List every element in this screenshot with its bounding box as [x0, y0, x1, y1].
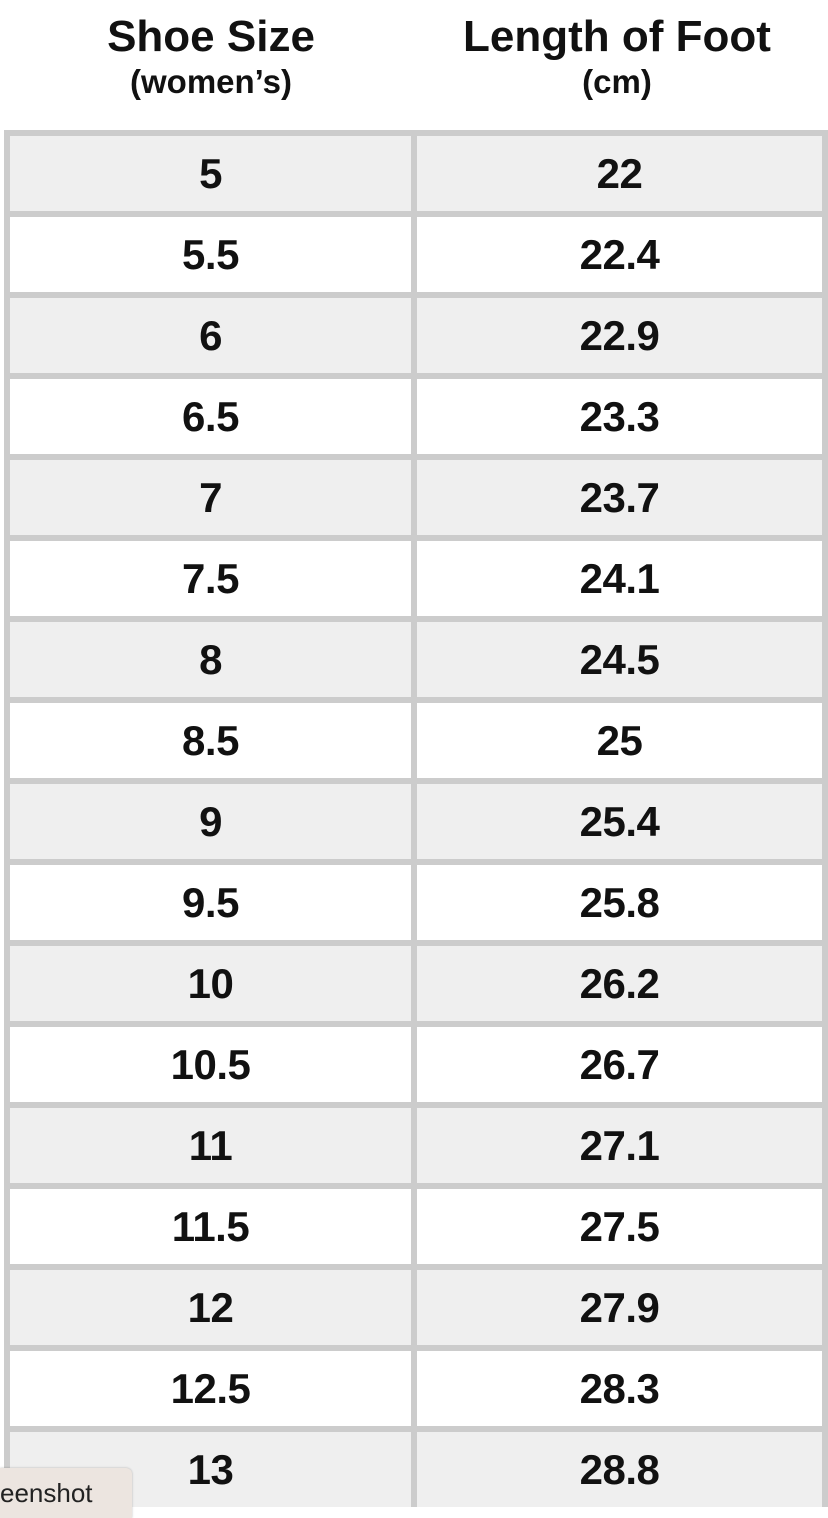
table-row: 9.5 25.8: [10, 865, 828, 940]
foot-length-cell: 28.8: [417, 1432, 822, 1507]
table-row: 8.5 25: [10, 703, 828, 778]
shoe-size-cell: 7.5: [10, 541, 411, 616]
table-row: 7.5 24.1: [10, 541, 828, 616]
table-row: 10 26.2: [10, 946, 828, 1021]
table-row: 12.5 28.3: [10, 1351, 828, 1426]
table-row: 6 22.9: [10, 298, 828, 373]
foot-length-cell: 26.2: [417, 946, 822, 1021]
table-row: 5.5 22.4: [10, 217, 828, 292]
shoe-size-cell: 6: [10, 298, 411, 373]
table-row: 9 25.4: [10, 784, 828, 859]
shoe-size-cell: 10.5: [10, 1027, 411, 1102]
table-row: 7 23.7: [10, 460, 828, 535]
header-shoe-size: Shoe Size (women’s): [10, 12, 412, 102]
foot-length-cell: 22.4: [417, 217, 822, 292]
shoe-size-cell: 11: [10, 1108, 411, 1183]
size-chart-table: 5 22 5.5 22.4 6 22.9 6.5 23.3 7 23.7 7.5 24.1 8 24.5 8…: [4, 130, 828, 1507]
foot-length-cell: 24.5: [417, 622, 822, 697]
shoe-size-cell: 10: [10, 946, 411, 1021]
table-row: 11 27.1: [10, 1108, 828, 1183]
shoe-size-cell: 8.5: [10, 703, 411, 778]
foot-length-cell: 25.4: [417, 784, 822, 859]
table-row: 13 28.8: [10, 1432, 828, 1507]
foot-length-cell: 25: [417, 703, 822, 778]
table-row: 8 24.5: [10, 622, 828, 697]
foot-length-cell: 24.1: [417, 541, 822, 616]
table-row: 12 27.9: [10, 1270, 828, 1345]
shoe-size-cell: 9: [10, 784, 411, 859]
table-row: 5 22: [10, 136, 828, 211]
foot-length-cell: 22: [417, 136, 822, 211]
header-title: Length of Foot: [463, 12, 771, 61]
foot-length-cell: 27.1: [417, 1108, 822, 1183]
foot-length-cell: 23.3: [417, 379, 822, 454]
foot-length-cell: 27.9: [417, 1270, 822, 1345]
shoe-size-cell: 5: [10, 136, 411, 211]
foot-length-cell: 26.7: [417, 1027, 822, 1102]
foot-length-cell: 23.7: [417, 460, 822, 535]
foot-length-cell: 25.8: [417, 865, 822, 940]
screenshot-tooltip: eenshot: [0, 1468, 132, 1518]
header-subtitle: (cm): [582, 63, 652, 100]
header-subtitle: (women’s): [130, 63, 292, 100]
table-row: 10.5 26.7: [10, 1027, 828, 1102]
shoe-size-cell: 11.5: [10, 1189, 411, 1264]
table-row: 11.5 27.5: [10, 1189, 828, 1264]
shoe-size-cell: 12: [10, 1270, 411, 1345]
foot-length-cell: 27.5: [417, 1189, 822, 1264]
header-title: Shoe Size: [107, 12, 315, 61]
shoe-size-cell: 8: [10, 622, 411, 697]
table-row: 6.5 23.3: [10, 379, 828, 454]
tooltip-text: eenshot: [0, 1478, 93, 1508]
foot-length-cell: 22.9: [417, 298, 822, 373]
header-foot-length: Length of Foot (cm): [412, 12, 822, 102]
shoe-size-cell: 6.5: [10, 379, 411, 454]
shoe-size-cell: 5.5: [10, 217, 411, 292]
shoe-size-cell: 12.5: [10, 1351, 411, 1426]
shoe-size-cell: 9.5: [10, 865, 411, 940]
foot-length-cell: 28.3: [417, 1351, 822, 1426]
shoe-size-cell: 7: [10, 460, 411, 535]
